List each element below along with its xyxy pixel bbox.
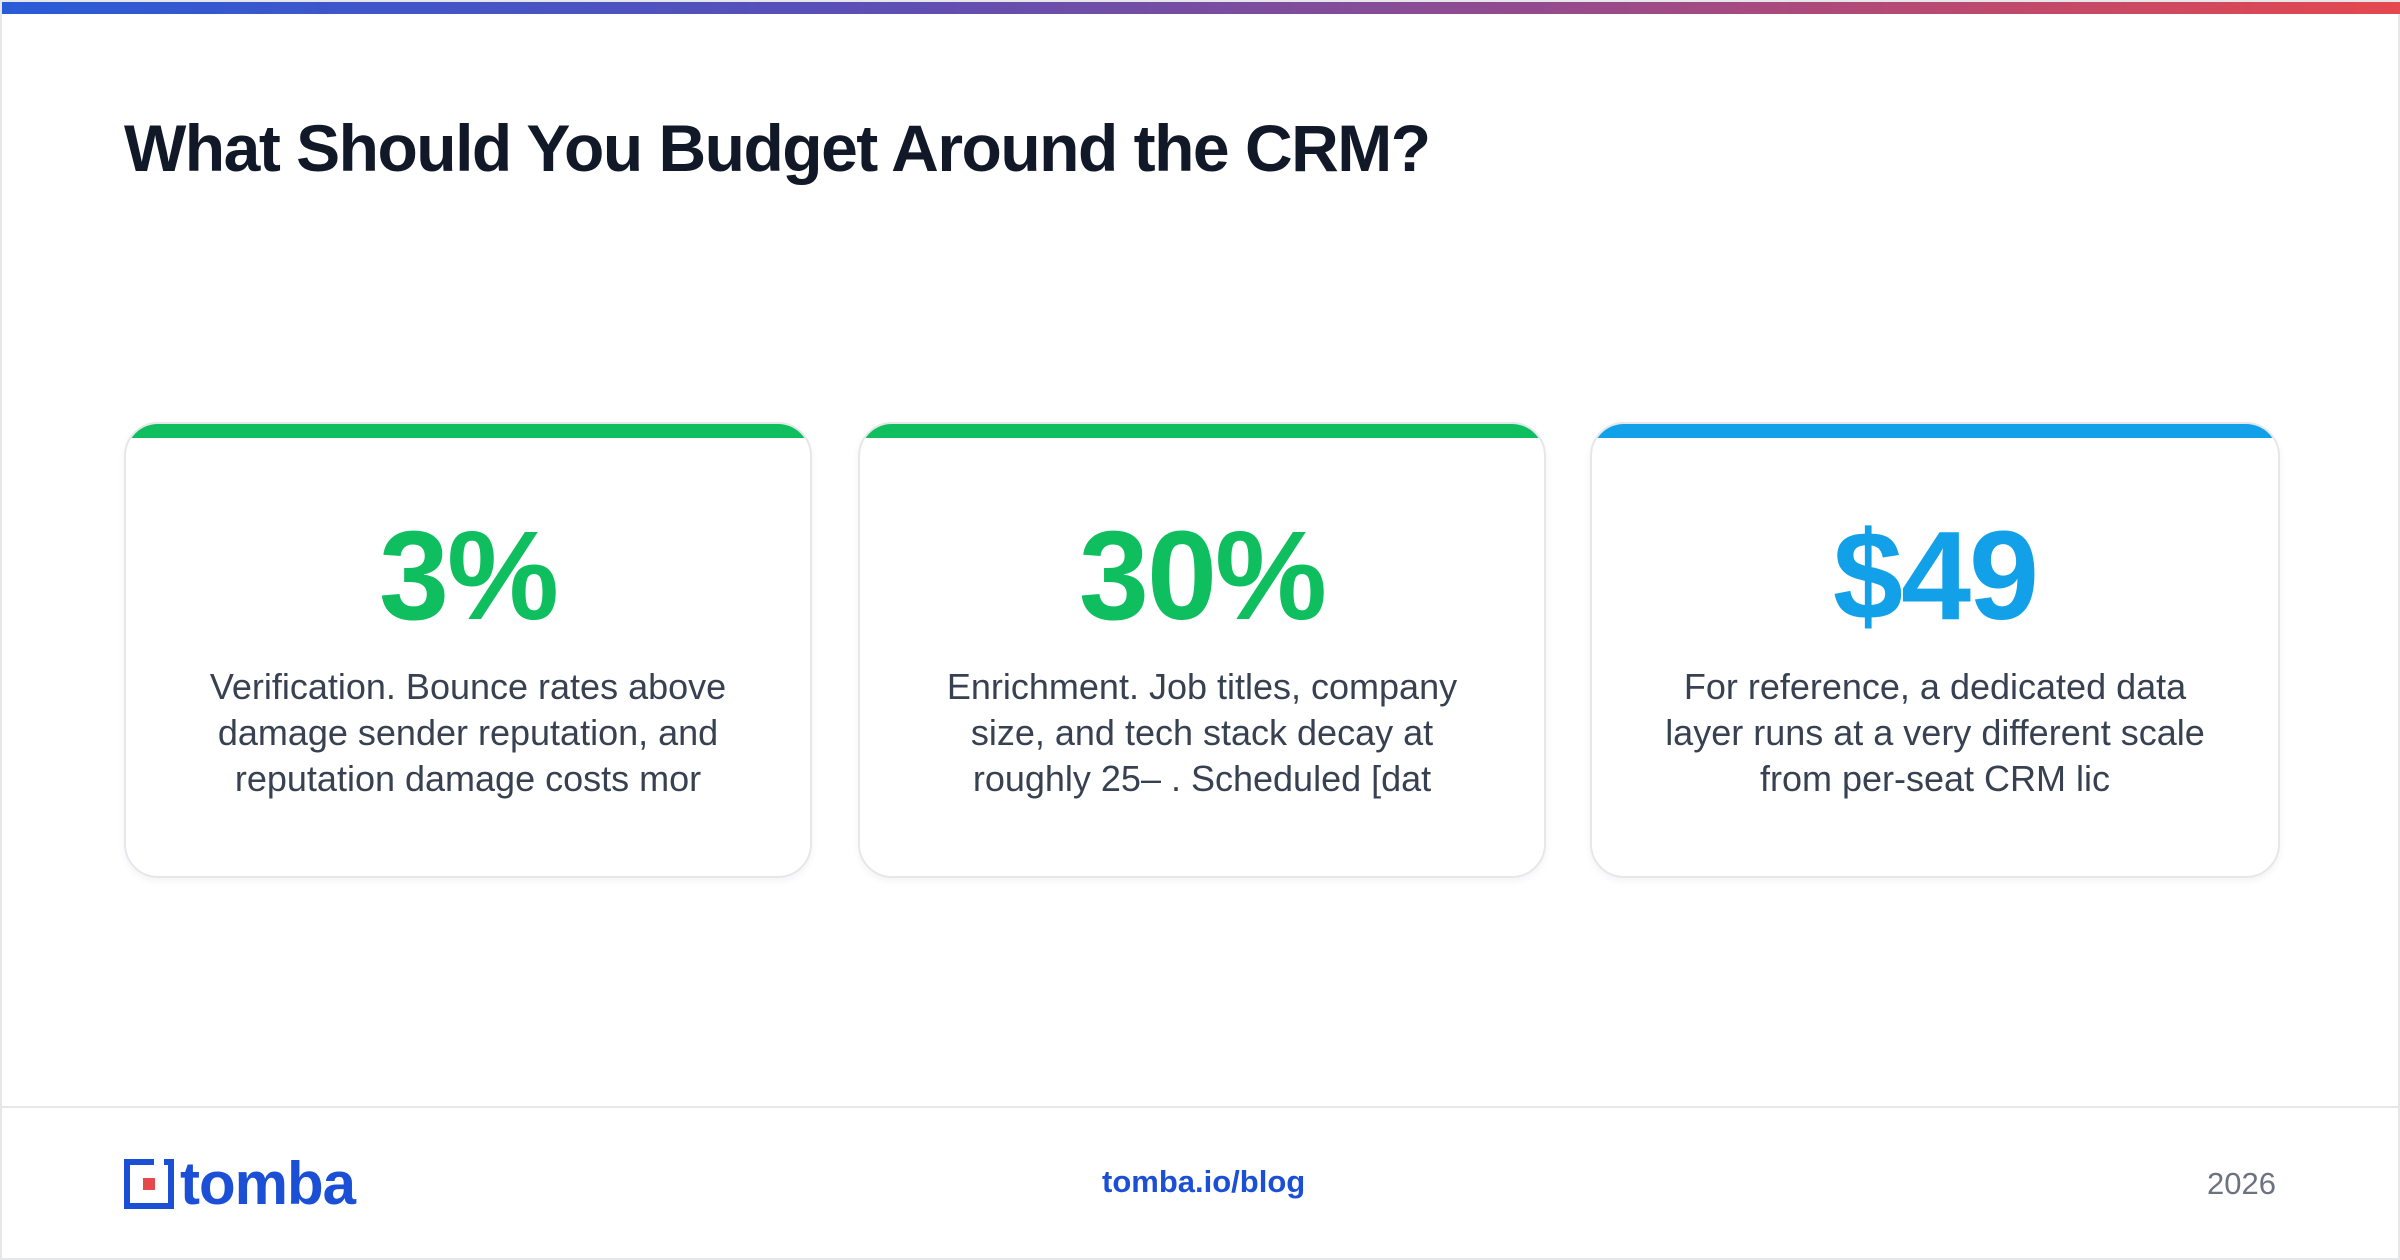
logo-wordmark: tomba [180,1150,356,1217]
footer-year: 2026 [2207,1166,2276,1201]
stat-value: 3% [378,505,559,646]
page-title: What Should You Budget Around the CRM? [124,111,1431,185]
stat-value: $49 [1832,505,2039,646]
card-accent-bar [860,424,1544,438]
stat-description-line: For reference, a dedicated data [1683,666,2187,707]
stat-value: 30% [1078,505,1327,646]
stat-description-line: Enrichment. Job titles, company [946,666,1458,707]
stat-description: Verification. Bounce rates above damage … [166,664,770,802]
stat-description: For reference, a dedicated data layer ru… [1632,664,2238,802]
stat-description-line: from per-seat CRM lic [1759,758,2111,799]
stat-description-line: roughly 25– . Scheduled [dat [972,758,1432,799]
stat-card-data-layer: $49 For reference, a dedicated data laye… [1590,422,2280,878]
stat-description-line: size, and tech stack decay at [970,712,1434,753]
stat-description-line: layer runs at a very different scale [1665,712,2205,753]
stat-card-enrichment: 30% Enrichment. Job titles, company size… [858,422,1546,878]
stat-description-line: reputation damage costs mor [234,758,702,799]
tomba-logo[interactable]: tomba [124,1150,356,1217]
stat-description: Enrichment. Job titles, company size, an… [900,664,1504,802]
stat-description-line: damage sender reputation, and [217,712,719,753]
stat-description-line: Verification. Bounce rates above [209,666,727,707]
blog-link[interactable]: tomba.io/blog [1102,1164,1306,1199]
top-gradient-bar [2,2,2400,14]
card-accent-bar [1592,424,2278,438]
stat-card-verification: 3% Verification. Bounce rates above dama… [124,422,812,878]
card-accent-bar [126,424,810,438]
tomba-logo-icon [124,1159,174,1209]
footer-divider [2,1106,2400,1108]
